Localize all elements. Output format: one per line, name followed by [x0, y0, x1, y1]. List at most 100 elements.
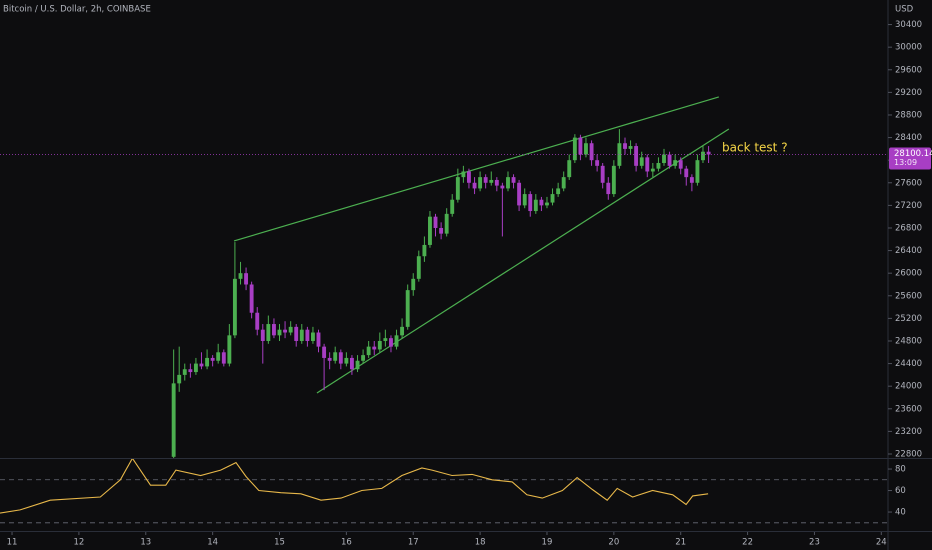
x-tick-label: 11	[7, 538, 18, 548]
rsi-pane	[0, 459, 888, 524]
chart-title: Bitcoin / U.S. Dollar, 2h, COINBASE	[3, 5, 151, 15]
candle-body	[450, 199, 455, 214]
candle-body	[489, 179, 494, 183]
candle-body	[416, 256, 421, 279]
x-tick-label: 12	[73, 538, 84, 548]
candle-body	[511, 177, 516, 183]
candle-body	[277, 329, 282, 336]
candle-body	[372, 346, 377, 350]
candle-body	[478, 177, 483, 189]
candle-body	[617, 143, 622, 166]
candle-body	[611, 165, 616, 195]
candle-body	[600, 165, 605, 183]
candle-body	[545, 202, 549, 206]
candle-body	[439, 227, 444, 234]
candle-body	[383, 338, 388, 341]
y-tick-label: 26000	[895, 269, 922, 279]
candle-body	[322, 346, 327, 358]
candle-body	[338, 352, 343, 364]
candle-body	[394, 335, 399, 347]
candle-body	[650, 168, 655, 172]
candle-body	[232, 278, 237, 336]
candle-body	[494, 179, 499, 186]
candle-body	[377, 340, 382, 350]
candle-body	[182, 369, 187, 375]
candle-body	[210, 357, 215, 361]
y-tick-label: 28800	[895, 110, 922, 120]
candle-body	[684, 168, 689, 178]
rsi-tick-label: 80	[895, 465, 906, 475]
x-tick-label: 21	[675, 538, 686, 548]
candle-body	[199, 363, 204, 367]
candle-body	[411, 278, 416, 291]
candle-body	[266, 324, 271, 341]
y-tick-label: 30400	[895, 20, 922, 30]
candle-body	[333, 352, 338, 361]
candle-body	[349, 357, 354, 370]
candle-body	[361, 355, 366, 361]
candle-body	[221, 352, 226, 364]
candle-body	[678, 160, 683, 169]
candle-body	[193, 363, 198, 373]
y-tick-label: 29600	[895, 65, 922, 75]
y-tick-label: 23200	[895, 427, 922, 437]
candle-body	[656, 163, 661, 169]
candle-body	[255, 312, 260, 330]
candle-body	[578, 137, 583, 155]
y-tick-label: 24800	[895, 336, 922, 346]
x-tick-label: 20	[608, 538, 619, 548]
axes: 22800 23200 23600 24000 24400 24800 25200 25600…	[7, 20, 932, 547]
candle-body	[701, 151, 705, 161]
candle-body	[444, 213, 449, 234]
x-tick-label: 15	[274, 538, 285, 548]
x-tick-label: 16	[341, 538, 352, 548]
x-tick-label: 17	[408, 538, 419, 548]
candle-body	[400, 326, 405, 336]
candle-body	[305, 329, 310, 341]
candle-body	[461, 171, 466, 178]
x-tick-label: 13	[140, 538, 151, 548]
candle-body	[584, 143, 588, 155]
price-pane	[0, 96, 888, 458]
y-tick-label: 23600	[895, 404, 922, 414]
candle-body	[422, 244, 427, 257]
x-tick-label: 24	[876, 538, 887, 548]
candle-body	[706, 151, 711, 155]
candle-body	[288, 326, 293, 333]
candle-body	[216, 352, 221, 361]
rsi-tick-label: 40	[895, 508, 906, 518]
candle-body	[595, 160, 600, 166]
candle-body	[316, 332, 321, 347]
trendline	[233, 96, 719, 242]
candle-body	[238, 273, 243, 279]
y-tick-label: 29200	[895, 88, 922, 98]
candle-body	[550, 194, 555, 203]
annotation: back test ?	[722, 141, 788, 155]
y-tick-label: 25600	[895, 291, 922, 301]
candle-body	[567, 160, 572, 178]
candle-body	[344, 357, 349, 364]
candle-body	[366, 346, 371, 356]
candle-body	[205, 357, 210, 367]
candle-body	[272, 324, 276, 336]
x-tick-label: 23	[809, 538, 820, 548]
candle-body	[472, 182, 477, 189]
y-tick-label: 24000	[895, 382, 922, 392]
candle-body	[589, 143, 594, 161]
candle-body	[299, 329, 304, 341]
candle-body	[455, 177, 460, 200]
candle-body	[645, 157, 650, 172]
candle-body	[249, 284, 254, 313]
rsi-tick-label: 60	[895, 486, 906, 496]
candle-body	[689, 177, 694, 183]
y-tick-label: 24400	[895, 359, 922, 369]
candle-body	[528, 194, 533, 212]
y-tick-label: 28400	[895, 133, 922, 143]
y-axis-label: USD	[895, 5, 914, 15]
candle-body	[355, 360, 360, 370]
candle-body	[639, 157, 644, 166]
candle-body	[539, 199, 544, 206]
candle-body	[310, 332, 315, 341]
y-tick-label: 27200	[895, 201, 922, 211]
